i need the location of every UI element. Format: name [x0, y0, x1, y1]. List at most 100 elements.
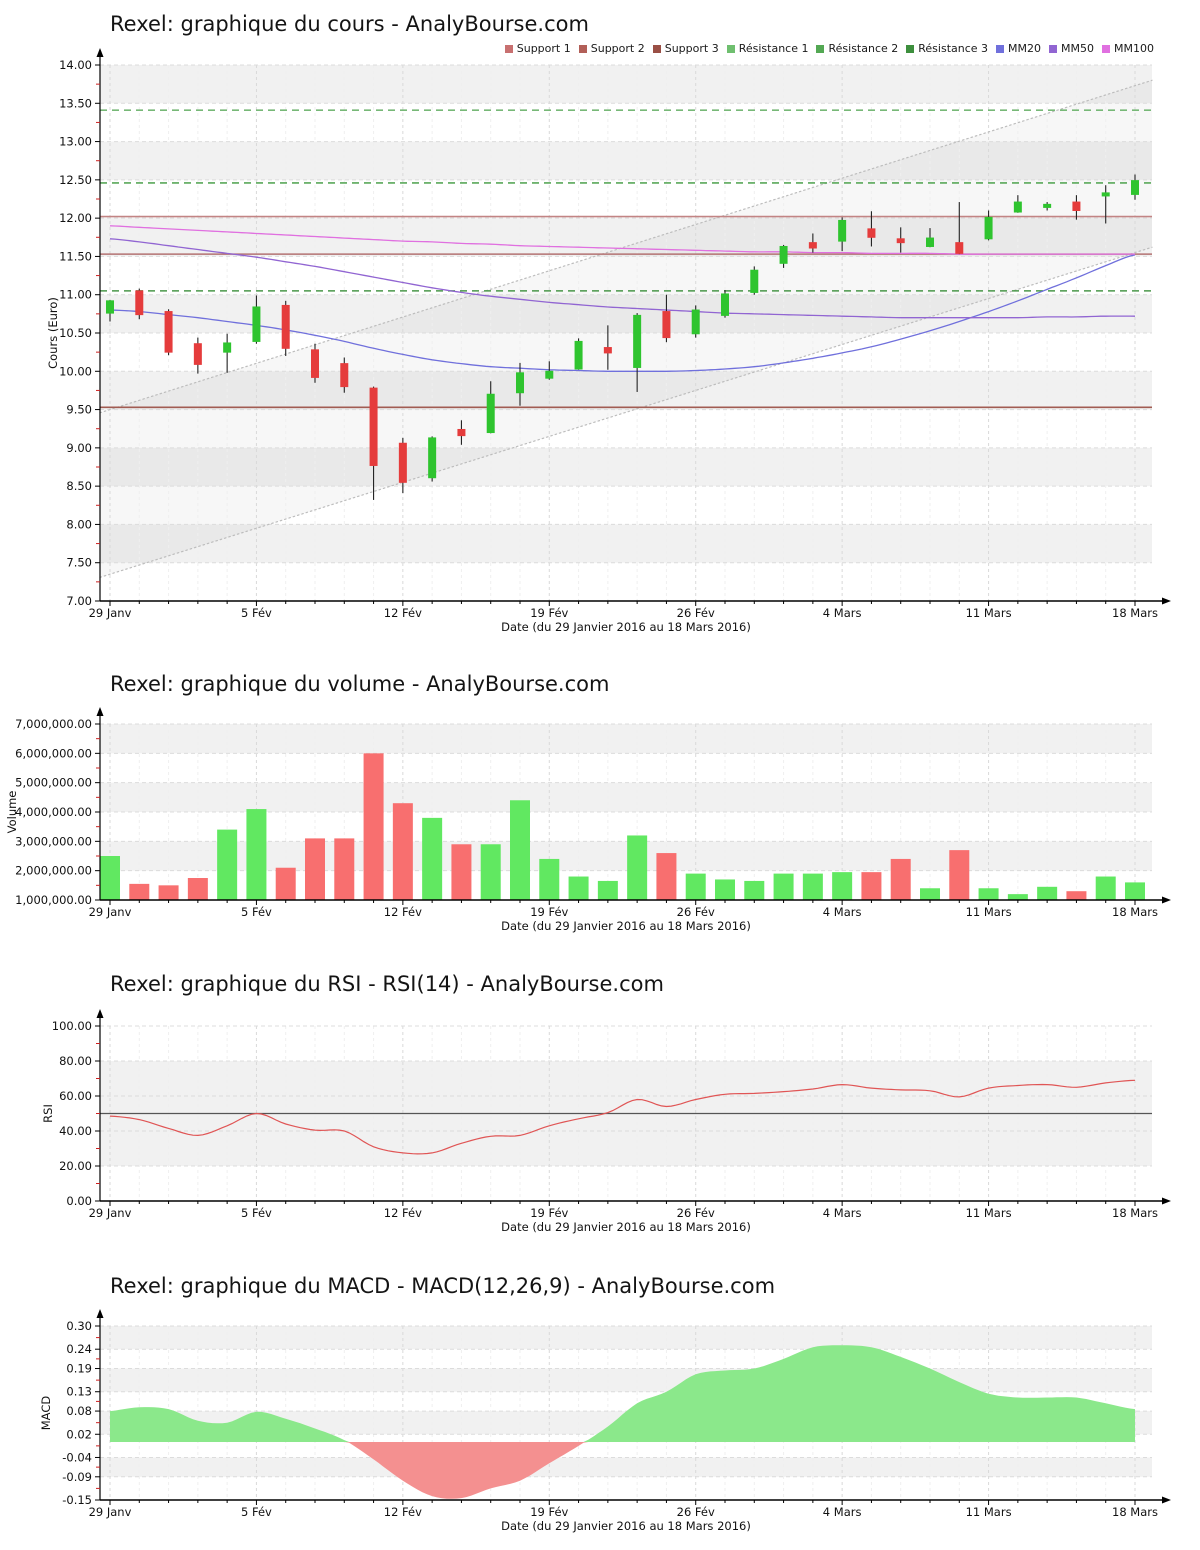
x-tick-label: 4 Mars	[823, 1206, 862, 1220]
volume-bar	[187, 878, 208, 900]
y-tick-label: 40.00	[59, 1124, 92, 1138]
candle-body	[867, 228, 876, 238]
volume-bar	[539, 858, 560, 900]
x-tick-label: 19 Fév	[530, 606, 568, 620]
y-tick-label: -0.09	[62, 1470, 92, 1484]
x-tick-label: 12 Fév	[384, 1505, 422, 1519]
x-tick-label: 11 Mars	[966, 905, 1012, 919]
candle-body	[721, 293, 729, 316]
macd-chart-canvas: 0.300.240.190.130.080.02-0.04-0.09-0.152…	[39, 1309, 1171, 1533]
x-tick-label: 26 Fév	[677, 1505, 715, 1519]
y-tick-label: -0.15	[62, 1493, 92, 1507]
candle-body	[984, 216, 993, 240]
legend-item: MM100	[1102, 42, 1154, 55]
x-axis-arrow-icon	[1162, 1197, 1171, 1205]
y-tick-label: 14.00	[59, 58, 92, 72]
volume-bar	[100, 856, 120, 900]
rsi-chart-title: Rexel: graphique du RSI - RSI(14) - Anal…	[110, 972, 664, 996]
y-tick-label: 7.00	[66, 594, 92, 608]
legend-item: Support 1	[504, 42, 571, 55]
price-chart-canvas: 14.00 13.50 13.00 12.50 12.00 11.50 11.00 10.50…	[46, 48, 1171, 634]
volume-bar	[715, 879, 735, 900]
candle-body	[1013, 201, 1022, 213]
plot-band	[100, 724, 1152, 754]
y-tick-label: 10.00	[59, 364, 92, 378]
candle-body	[1072, 201, 1081, 211]
y-tick-label: 3,000,000.00	[15, 834, 92, 848]
x-tick-label: 19 Fév	[530, 905, 568, 919]
candle-body	[574, 340, 583, 370]
y-axis-title: Cours (Euro)	[46, 297, 60, 369]
legend-swatch-icon	[906, 44, 915, 53]
grid	[100, 64, 1152, 602]
plot-band	[100, 524, 1152, 563]
x-tick-label: 11 Mars	[966, 1206, 1012, 1220]
plot-band	[100, 65, 1152, 104]
y-tick-label: 9.00	[66, 441, 92, 455]
candle-body	[896, 238, 905, 244]
candles	[106, 174, 1139, 500]
volume-bar	[597, 880, 618, 900]
axes: 0.300.240.190.130.080.02-0.04-0.09-0.152…	[39, 1309, 1171, 1533]
volume-bar	[978, 888, 999, 900]
volume-bar	[1007, 894, 1028, 900]
candle-body	[1131, 180, 1139, 195]
volume-bar	[773, 873, 794, 900]
legend-swatch-icon	[578, 44, 587, 53]
volume-bar	[920, 888, 940, 900]
candle-body	[545, 370, 554, 379]
legend-item: Résistance 1	[726, 42, 808, 55]
y-tick-label: 0.19	[66, 1362, 92, 1376]
volume-bar	[246, 809, 267, 900]
y-tick-label: 13.50	[59, 96, 92, 110]
legend-swatch-icon	[996, 44, 1005, 53]
candle-body	[779, 245, 788, 264]
y-axis-title: MACD	[39, 1396, 53, 1431]
trend-channel-line	[99, 246, 1153, 578]
candle-body	[486, 393, 495, 434]
volume-bar	[568, 876, 589, 900]
candle-body	[457, 428, 466, 437]
candle-body	[193, 343, 202, 365]
x-tick-label: 11 Mars	[966, 1505, 1012, 1519]
x-tick-label: 18 Mars	[1112, 905, 1158, 919]
candle-body	[252, 306, 261, 342]
y-tick-label: 20.00	[59, 1159, 92, 1173]
x-tick-label: 5 Fév	[241, 905, 272, 919]
y-tick-label: 0.02	[66, 1427, 92, 1441]
plot-band	[100, 841, 1152, 871]
rsi-line	[109, 1079, 1136, 1155]
legend-label: Support 3	[664, 42, 719, 55]
candle-body	[516, 372, 524, 394]
candle-body	[750, 269, 759, 293]
y-tick-label: 0.00	[66, 1194, 92, 1208]
legend-label: MM20	[1008, 42, 1042, 55]
legend-swatch-icon	[726, 44, 735, 53]
y-tick-label: 0.24	[66, 1342, 92, 1356]
mm100-line	[109, 225, 1135, 255]
candle-body	[223, 342, 232, 353]
candle-body	[955, 242, 964, 254]
mm50-line	[109, 238, 1136, 319]
trend-channel-fill	[100, 80, 1152, 578]
volume-bar	[392, 803, 413, 900]
legend-label: MM100	[1114, 42, 1154, 55]
candle-body	[808, 242, 817, 249]
volume-bar	[363, 753, 384, 900]
volume-chart-title: Rexel: graphique du volume - AnalyBourse…	[110, 672, 610, 696]
legend-item: Support 3	[652, 42, 719, 55]
volume-bar	[1095, 876, 1116, 900]
y-tick-label: 0.13	[66, 1385, 92, 1399]
y-axis-title: Volume	[5, 791, 19, 834]
x-tick-label: 29 Janv	[89, 905, 132, 919]
x-tick-label: 19 Fév	[530, 1505, 568, 1519]
y-tick-label: 4,000,000.00	[15, 805, 92, 819]
rsi-chart-section: 100.00 80.00 60.00 40.00 20.00 0.00 29 Janv 5 F…	[0, 960, 1200, 1260]
mm20-line	[109, 254, 1136, 372]
volume-bar	[217, 829, 238, 900]
legend-item: MM20	[996, 42, 1041, 55]
candle-body	[398, 442, 407, 483]
volume-bar	[422, 817, 443, 900]
